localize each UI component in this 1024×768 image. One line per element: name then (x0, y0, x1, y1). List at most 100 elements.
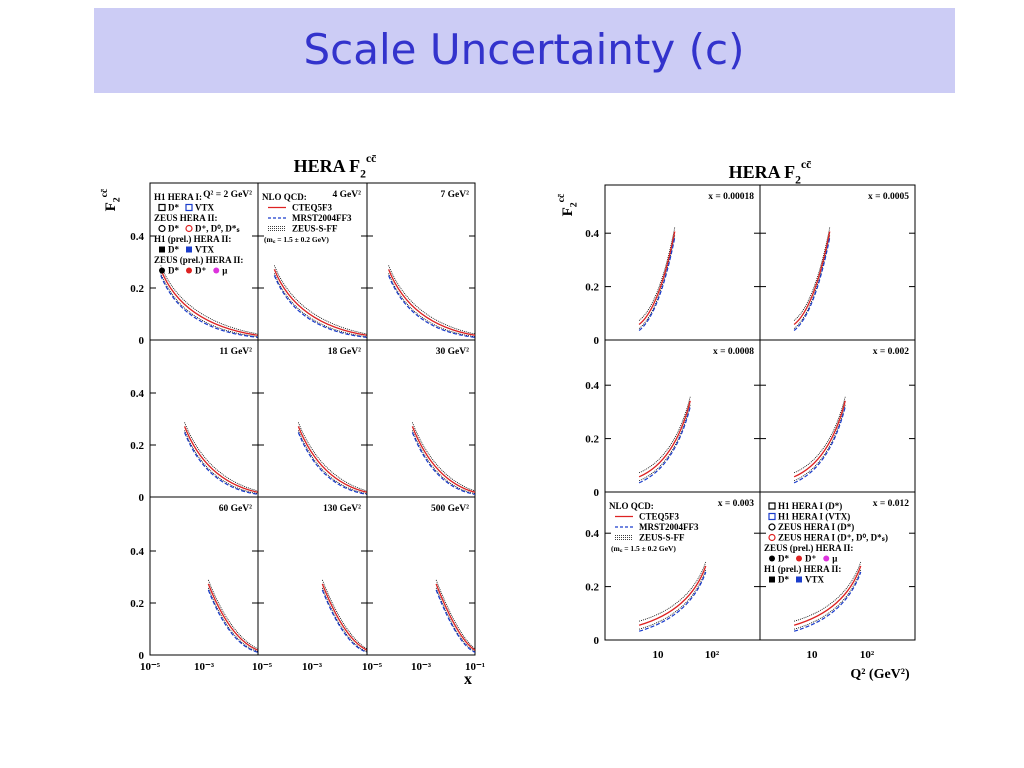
legend-label: ZEUS HERA I (D⁺, D⁰, D*ₛ) (778, 533, 888, 543)
theory-curve (793, 235, 831, 329)
panel-label: 18 GeV² (328, 347, 361, 357)
theory-curve (321, 583, 368, 651)
theory-curve (184, 422, 259, 492)
legend-marker (768, 512, 776, 521)
panel-label: 11 GeV² (219, 347, 252, 357)
panel-frame (149, 339, 259, 498)
legend-marker (823, 555, 830, 562)
theory-curve (321, 589, 368, 653)
y-tick-label: 0 (594, 335, 600, 347)
legend-marker (768, 523, 776, 531)
theory-curve (411, 422, 476, 492)
legend-label: μ (222, 266, 227, 276)
theory-curve (273, 265, 368, 335)
y-tick-label: 0.2 (130, 283, 144, 295)
legend-label: D⁺ (805, 554, 816, 564)
legend-label: D⁺, D⁰, D*ₛ (195, 224, 240, 234)
x-tick-label: 10⁻³ (194, 661, 215, 673)
theory-curve (297, 426, 368, 493)
legend-label: μ (832, 554, 837, 564)
panel-label: x = 0.0008 (713, 347, 754, 357)
theory-curve (793, 569, 862, 630)
theory-curve (321, 579, 368, 650)
theory-curve (321, 587, 368, 652)
theory-curve (387, 269, 476, 336)
panel-label: 4 GeV² (333, 190, 362, 200)
x-axis-label: Q² (GeV²) (850, 667, 910, 682)
heading-main: HERA F (729, 162, 796, 182)
legend-label: CTEQ5F3 (639, 512, 680, 522)
y-tick-label: 0 (139, 335, 145, 347)
panel-frame (257, 496, 368, 656)
panel-label: x = 0.0005 (868, 192, 909, 202)
legend-marker (768, 502, 776, 510)
heading-sup: cc̄ (801, 158, 811, 171)
title-band (94, 8, 955, 93)
theory-curve (388, 275, 476, 338)
theory-curve (411, 432, 476, 495)
panel-frame (149, 496, 259, 656)
theory-curve (793, 227, 831, 321)
x-tick-label: 10⁻¹ (465, 661, 485, 673)
panel-label: x = 0.003 (718, 499, 755, 509)
heading: HERA F2cc̄ (729, 158, 812, 186)
theory-curve (638, 569, 707, 630)
legend-heading: NLO QCD: (609, 501, 654, 511)
x-tick-label: 10² (705, 649, 720, 661)
theory-curve (297, 422, 368, 492)
legend-marker (185, 203, 193, 212)
heading-sub: 2 (795, 173, 801, 186)
legend-label: VTX (195, 203, 215, 213)
legend-marker (796, 576, 802, 583)
panel-frame (366, 496, 476, 656)
theory-curve (183, 426, 259, 493)
theory-curve (638, 231, 676, 326)
theory-curve (638, 565, 707, 626)
theory-curve (297, 430, 368, 495)
theory-curve (638, 571, 707, 632)
legend-label: CTEQ5F3 (292, 203, 333, 213)
panel-frame (257, 339, 368, 498)
theory-curve (273, 273, 368, 338)
x-tick-label: 10⁻⁵ (140, 661, 161, 673)
legend-heading: ZEUS (prel.) HERA II: (154, 255, 243, 265)
theory-curve (638, 227, 676, 321)
heading-sub: 2 (112, 197, 123, 202)
theory-curve (435, 579, 476, 650)
panel-label: x = 0.00018 (708, 192, 754, 202)
legend-heading: H1 (prel.) HERA II: (154, 234, 231, 244)
theory-curve (207, 579, 259, 650)
y-tick-label: 0.2 (130, 598, 144, 610)
heading-main: HERA F (294, 156, 361, 176)
theory-curve (388, 273, 476, 338)
legend-label: VTX (195, 245, 215, 255)
theory-curve (793, 231, 831, 326)
theory-curve (793, 237, 831, 331)
panel-frame (759, 339, 916, 493)
heading-sup: cc̄ (556, 193, 567, 202)
legend-heading: H1 (prel.) HERA II: (764, 564, 841, 574)
y-tick-label: 0.4 (130, 388, 144, 400)
heading-sub: 2 (360, 167, 366, 180)
theory-curve (638, 406, 691, 484)
legend-label: D* (168, 245, 179, 255)
legend-label: ZEUS-S-FF (292, 224, 338, 234)
x-tick-label: 10⁻³ (411, 661, 432, 673)
heading: F2cc̄ (556, 193, 580, 216)
x-tick-label: 10⁻⁵ (362, 661, 383, 673)
x-tick-label: 10 (653, 649, 665, 661)
panel-frame (604, 491, 761, 641)
theory-curve (638, 404, 691, 482)
y-tick-label: 0 (594, 635, 600, 647)
slide-title: Scale Uncertainty (c) (304, 25, 745, 74)
legend-label: D* (168, 224, 179, 234)
theory-curve (411, 430, 476, 495)
legend-marker (186, 246, 192, 253)
y-tick-label: 0.2 (585, 582, 599, 594)
panel-frame (759, 491, 916, 641)
legend-marker (769, 555, 775, 562)
legend-marker (769, 576, 775, 583)
y-tick-label: 0.4 (585, 528, 599, 540)
legend-label: H1 HERA I (D*) (778, 501, 842, 511)
